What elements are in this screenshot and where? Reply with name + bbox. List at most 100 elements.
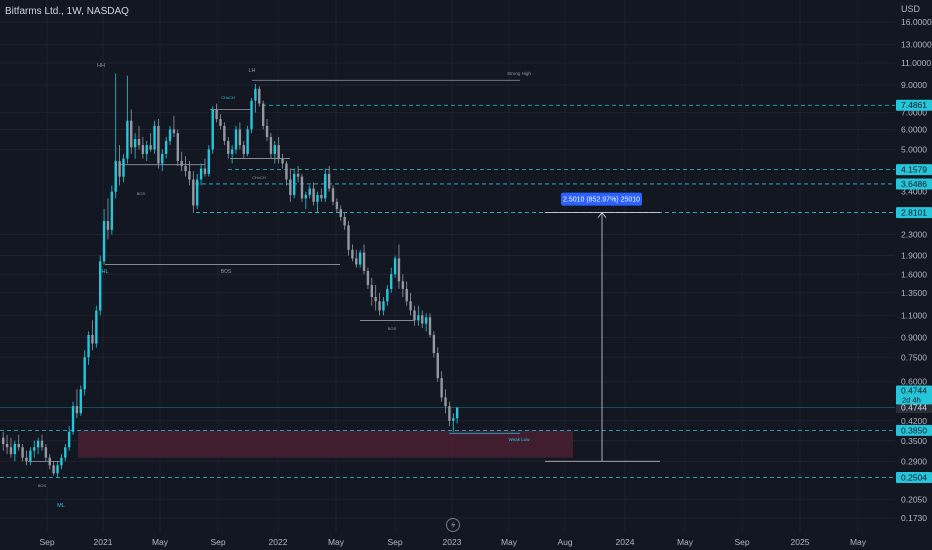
measure-arrow-icon [597,211,607,218]
candle-body [126,120,129,159]
candle-body [9,447,13,455]
price-tick-label: 7.0000 [901,108,927,118]
structure-label: Weak Low [509,437,531,442]
candle-body [110,191,114,230]
time-tick-label: 2022 [269,537,288,547]
structure-label: HL [101,269,108,275]
price-tick-label: 0.4200 [901,416,927,426]
measure-label-bg[interactable] [561,192,642,206]
structure-label: ML [57,503,65,509]
price-label-0-4744[interactable]: 0.4744 [896,401,932,413]
candle-body [320,194,323,199]
candle-body [71,406,75,432]
price-label-text: 2.8101 [901,208,927,218]
candle-body [413,310,416,321]
candle-body [21,447,24,458]
candle-body [374,297,377,302]
price-label-0-2504[interactable]: 0.2504 [896,471,932,483]
candle-body [180,160,183,166]
price-tick-label: 1.9000 [901,250,927,260]
candle-body [33,447,36,451]
candle-body [343,216,346,226]
structure-label: Strong High [507,71,531,76]
candle-body [188,171,191,180]
price-label-text: 4.1579 [901,165,927,175]
price-label-text: 0.2504 [901,472,927,482]
candle-body [157,125,160,164]
price-tick-label: 0.2050 [901,494,927,504]
candle-series [2,73,459,478]
candle-body [56,465,59,474]
price-tick-label: 13.0000 [901,40,932,50]
candle-body [83,357,86,390]
price-label-3-6486[interactable]: 3.6486 [896,178,932,190]
price-axis[interactable]: 16.0000 13.0000 11.0000 9.0000 7.0000 6.0000 5… [896,17,932,523]
time-tick-label: Sep [210,537,225,547]
candle-body [17,443,20,448]
candle-body [161,153,164,164]
candle-body [362,252,366,271]
time-tick-label: 2024 [616,537,635,547]
candle-body [219,119,222,126]
chart-grid [0,0,895,532]
candle-body [192,179,195,206]
price-label-2-8101[interactable]: 2.8101 [896,207,932,219]
candle-body [269,137,273,154]
candle-body [196,179,199,206]
candle-body [203,168,207,174]
candle-body [242,145,245,154]
price-tick-label: 1.1000 [901,310,927,320]
price-tick-label: 11.0000 [901,58,931,68]
structure-label: BOS [221,269,232,275]
candle-body [428,317,432,335]
candle-body [308,188,311,195]
candle-body [164,141,168,154]
candle-body [176,133,179,161]
measure-label-text: 2.5010 (852.97%) 25010 [563,197,640,204]
price-label-bg [896,178,932,190]
lightning-icon-circle [446,518,460,532]
price-label-bg [896,424,932,436]
measure-tool: 2.5010 (852.97%) 25010 [545,192,660,462]
price-tick-label: 0.3500 [901,436,927,446]
time-tick-label: Aug [557,537,572,547]
candle-body [137,138,141,146]
time-axis[interactable]: Sep 2021 May Sep 2022 May Sep 2023 May Aug 2024 May… [39,537,866,547]
candle-body [401,281,405,289]
lightning-icon[interactable] [446,518,460,532]
demand-zone [78,430,573,458]
candle-body [378,301,381,311]
candle-body [347,225,350,250]
time-tick-label: 2023 [443,537,462,547]
candle-body [265,125,269,138]
candle-body [48,457,51,466]
structure-label: HH [97,63,105,69]
candle-body [99,261,102,311]
price-label-0-3850[interactable]: 0.3850 [896,424,932,436]
candle-body [382,301,385,311]
candle-body [254,88,257,101]
candle-body [60,457,63,466]
candle-body [114,160,117,192]
candle-body [358,252,362,265]
price-label-text: 0.4744 [901,402,927,412]
candle-body [238,129,242,146]
price-label-bg [896,164,932,176]
structure-label: CHoCH [221,95,235,100]
candle-body [25,457,28,462]
time-tick-label: Sep [734,537,749,547]
time-tick-label: May [501,537,518,547]
candle-body [79,389,82,414]
time-tick-label: May [328,537,345,547]
price-label-7-4861[interactable]: 7.4861 [896,99,932,111]
price-label-4-1579[interactable]: 4.1579 [896,164,932,176]
structure-label: LH [248,68,255,74]
candle-body [331,188,335,202]
time-tick-label: 2021 [94,537,113,547]
candle-body [87,334,90,358]
candle-body [355,258,358,265]
price-label-bg [896,207,932,219]
candle-body [405,288,408,302]
